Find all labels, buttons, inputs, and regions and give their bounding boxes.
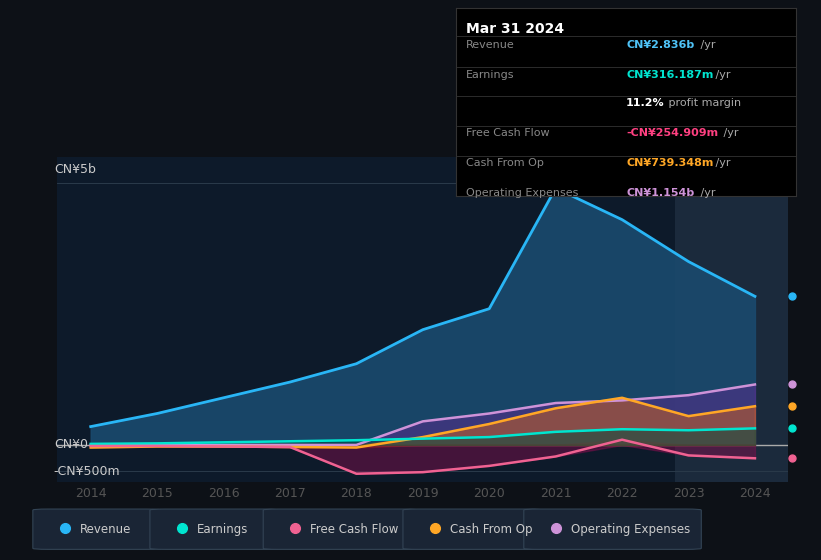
Text: Earnings: Earnings bbox=[197, 522, 248, 536]
Text: /yr: /yr bbox=[696, 40, 715, 50]
Text: Operating Expenses: Operating Expenses bbox=[571, 522, 690, 536]
FancyBboxPatch shape bbox=[524, 509, 701, 549]
Text: /yr: /yr bbox=[696, 189, 715, 198]
Text: Cash From Op: Cash From Op bbox=[450, 522, 532, 536]
Text: CN¥1.154b: CN¥1.154b bbox=[626, 189, 695, 198]
Text: /yr: /yr bbox=[720, 128, 739, 138]
Text: Earnings: Earnings bbox=[466, 71, 515, 80]
Text: Revenue: Revenue bbox=[80, 522, 131, 536]
FancyBboxPatch shape bbox=[150, 509, 278, 549]
Text: 11.2%: 11.2% bbox=[626, 99, 665, 109]
Text: Cash From Op: Cash From Op bbox=[466, 158, 544, 169]
Text: CN¥739.348m: CN¥739.348m bbox=[626, 158, 713, 169]
Text: profit margin: profit margin bbox=[665, 99, 741, 109]
Text: -CN¥254.909m: -CN¥254.909m bbox=[626, 128, 718, 138]
Text: CN¥316.187m: CN¥316.187m bbox=[626, 71, 713, 80]
FancyBboxPatch shape bbox=[33, 509, 161, 549]
FancyBboxPatch shape bbox=[264, 509, 418, 549]
Text: Revenue: Revenue bbox=[466, 40, 515, 50]
Text: Free Cash Flow: Free Cash Flow bbox=[310, 522, 398, 536]
Text: CN¥5b: CN¥5b bbox=[54, 164, 96, 176]
Text: /yr: /yr bbox=[712, 158, 731, 169]
Text: Mar 31 2024: Mar 31 2024 bbox=[466, 21, 564, 35]
Text: -CN¥500m: -CN¥500m bbox=[54, 465, 121, 478]
Text: CN¥0: CN¥0 bbox=[54, 438, 88, 451]
Text: CN¥2.836b: CN¥2.836b bbox=[626, 40, 695, 50]
Text: Operating Expenses: Operating Expenses bbox=[466, 189, 578, 198]
Text: Free Cash Flow: Free Cash Flow bbox=[466, 128, 549, 138]
Bar bbox=[675, 157, 788, 482]
Text: /yr: /yr bbox=[712, 71, 731, 80]
FancyBboxPatch shape bbox=[403, 509, 543, 549]
